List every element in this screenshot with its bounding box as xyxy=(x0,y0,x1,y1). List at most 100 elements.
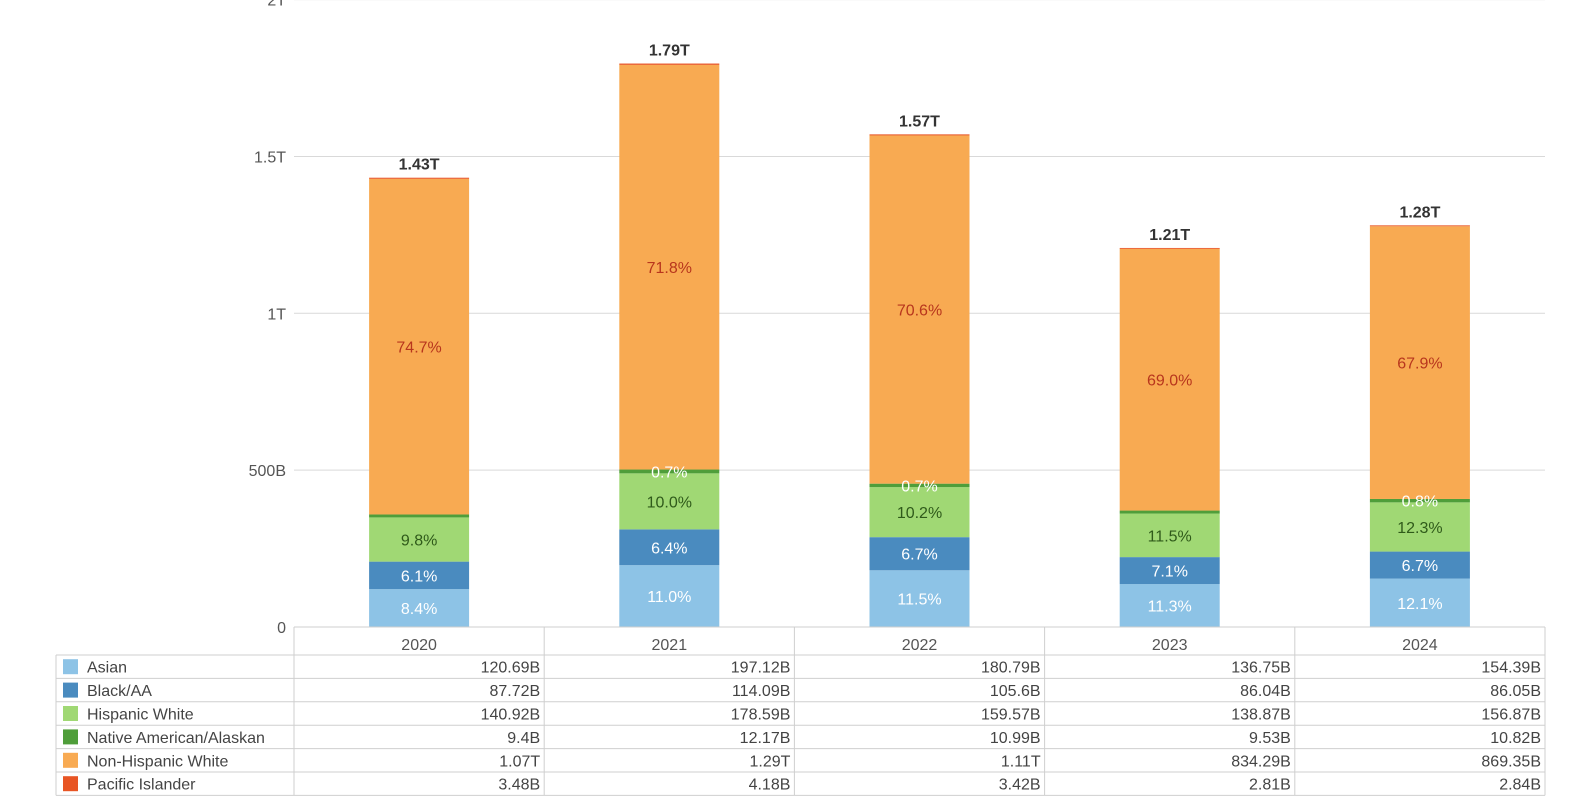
legend-label: Hispanic White xyxy=(87,707,194,724)
segment-percent-label: 74.7% xyxy=(396,340,441,357)
bar-segment xyxy=(869,135,970,484)
bar-segment xyxy=(869,487,970,538)
table-cell-value: 87.72B xyxy=(489,683,540,700)
bar-segment xyxy=(869,570,970,627)
legend-label: Non-Hispanic White xyxy=(87,753,228,770)
table-cell-value: 138.87B xyxy=(1231,707,1291,724)
table-cell-value: 12.17B xyxy=(740,730,791,747)
bar-total-label: 1.21T xyxy=(1149,227,1190,244)
bar-segment xyxy=(619,473,720,530)
bar-segment xyxy=(1369,225,1470,227)
table-cell-value: 120.69B xyxy=(481,660,541,677)
table-cell-value: 136.75B xyxy=(1231,660,1291,677)
bar-segment xyxy=(1369,551,1470,579)
bar-total-label: 1.43T xyxy=(399,157,440,174)
y-tick-label: 1.5T xyxy=(254,149,286,166)
bar-segment xyxy=(619,469,720,474)
bars-layer xyxy=(369,63,1470,627)
data-table: 2020 2021 2022 2023 2024 Asian 120.69B 197.12B 1… xyxy=(55,626,1546,796)
bar-segment xyxy=(1369,502,1470,552)
bar-segment xyxy=(369,177,470,179)
bar-segment xyxy=(869,537,970,571)
table-cell-value: 9.4B xyxy=(507,730,540,747)
table-cell-value: 1.29T xyxy=(749,753,790,770)
bar-segment xyxy=(1369,498,1470,503)
y-tick-label: 0 xyxy=(277,620,286,637)
segment-percent-label: 6.4% xyxy=(651,540,687,557)
table-cell-value: 869.35B xyxy=(1481,753,1541,770)
segment-percent-label: 11.5% xyxy=(1148,528,1192,545)
legend-swatch xyxy=(63,752,78,768)
bar-segment xyxy=(1119,584,1220,627)
table-cell-value: 1.11T xyxy=(1001,753,1041,770)
bar-segment xyxy=(369,514,470,518)
y-tick-label: 500B xyxy=(249,463,286,480)
table-cell-value: 180.79B xyxy=(981,660,1041,677)
bar-segment xyxy=(1119,247,1220,249)
table-cell-value: 834.29B xyxy=(1231,753,1291,770)
segment-percent-label: 12.1% xyxy=(1397,596,1442,613)
segment-percent-label: 6.7% xyxy=(1402,558,1438,575)
table-cell-value: 156.87B xyxy=(1481,707,1541,724)
segment-percent-label: 11.0% xyxy=(647,589,691,606)
legend-swatch xyxy=(63,706,78,721)
bar-segment xyxy=(369,178,470,515)
table-cell-value: 10.99B xyxy=(990,730,1041,747)
x-category-label: 2020 xyxy=(401,637,437,654)
bar-total-label: 1.28T xyxy=(1399,204,1440,221)
bar-segment xyxy=(619,64,720,470)
bar-segment xyxy=(619,565,720,627)
table-cell-value: 105.6B xyxy=(990,683,1041,700)
bar-segment xyxy=(619,529,720,566)
segment-percent-label: 7.1% xyxy=(1151,564,1187,581)
table-cell-value: 3.42B xyxy=(999,777,1041,794)
legend-swatch xyxy=(63,729,78,745)
segment-percent-label: 12.3% xyxy=(1397,520,1442,537)
segment-percent-label: 6.1% xyxy=(401,568,437,585)
segment-percent-label: 69.0% xyxy=(1147,373,1192,390)
bar-segment xyxy=(619,63,720,65)
legend-swatch xyxy=(63,682,78,698)
table-cell-value: 1.07T xyxy=(499,753,540,770)
segment-percent-label: 11.5% xyxy=(897,592,941,609)
table-cell-value: 9.53B xyxy=(1249,730,1291,747)
segment-percent-label: 70.6% xyxy=(897,303,942,320)
bar-total-label: 1.79T xyxy=(649,43,690,60)
table-cell-value: 159.57B xyxy=(981,707,1041,724)
table-cell-value: 140.92B xyxy=(481,707,541,724)
table-cell-value: 154.39B xyxy=(1481,660,1541,677)
legend-swatch xyxy=(63,776,78,792)
legend-label: Black/AA xyxy=(87,683,152,700)
table-cell-value: 4.18B xyxy=(749,777,791,794)
bar-segment xyxy=(1119,557,1220,585)
table-cell-value: 114.09B xyxy=(732,683,790,700)
legend-label: Pacific Islander xyxy=(87,777,196,794)
bar-segment xyxy=(869,483,970,488)
x-category-label: 2024 xyxy=(1402,637,1438,654)
legend-label: Asian xyxy=(87,660,127,677)
bar-segment xyxy=(369,589,470,627)
table-cell-value: 178.59B xyxy=(731,707,791,724)
table-cell-value: 2.84B xyxy=(1499,777,1541,794)
segment-percent-label: 0.8% xyxy=(1402,494,1438,511)
table-cell-value: 197.12B xyxy=(731,660,791,677)
x-category-label: 2023 xyxy=(1152,637,1188,654)
x-category-label: 2021 xyxy=(652,637,688,654)
legend-label: Native American/Alaskan xyxy=(87,730,265,747)
table-cell-value: 86.04B xyxy=(1240,683,1291,700)
labels-layer: 8.4% 6.1% 9.8% 74.7% 1.43T 11.0% 6.4% 10.0% 0.7%… xyxy=(396,43,1442,619)
legend-swatch xyxy=(63,659,78,675)
table-cell-value: 2.81B xyxy=(1249,777,1291,794)
table-cell-value: 10.82B xyxy=(1490,730,1541,747)
bar-segment xyxy=(1369,578,1470,627)
segment-percent-label: 8.4% xyxy=(401,601,437,618)
bar-segment xyxy=(1119,513,1220,558)
segment-percent-label: 10.2% xyxy=(897,505,942,522)
bar-segment xyxy=(869,134,970,136)
bar-segment xyxy=(369,517,470,562)
y-tick-label: 1T xyxy=(267,306,286,323)
segment-percent-label: 0.7% xyxy=(901,478,937,495)
segment-percent-label: 6.7% xyxy=(901,547,937,564)
